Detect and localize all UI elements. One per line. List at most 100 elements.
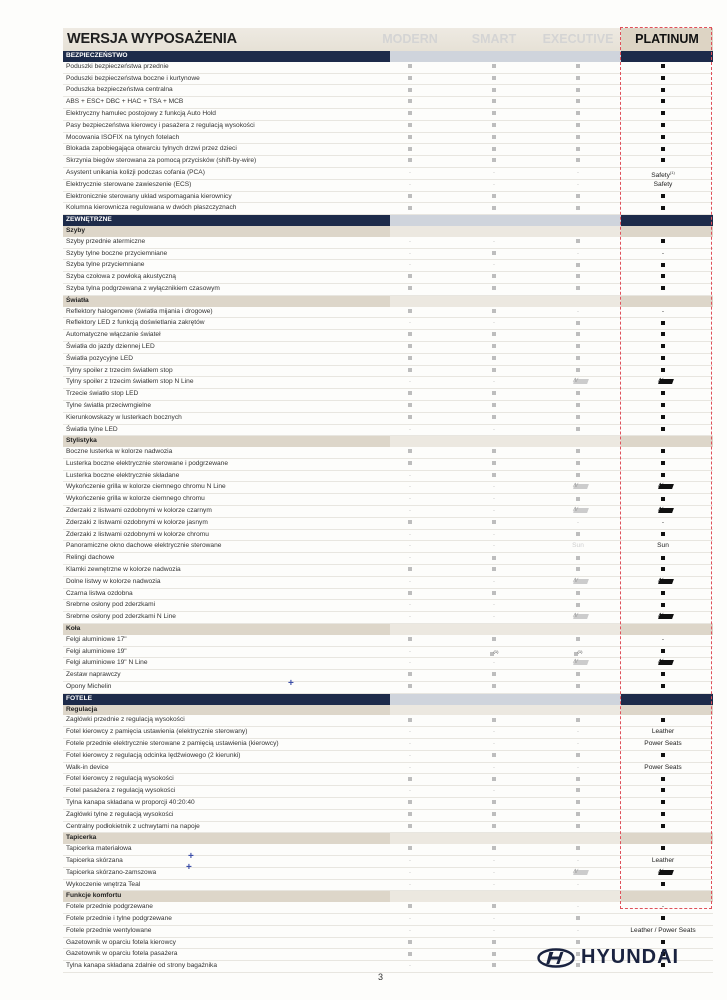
cell-platinum: - (621, 518, 705, 529)
cell-smart: - (452, 763, 536, 774)
included-square-icon (576, 64, 580, 69)
cell-smart: (1) (452, 647, 536, 658)
included-square-icon (576, 753, 580, 758)
footnote-marker: (1) (577, 648, 583, 654)
cell-platinum (621, 553, 705, 564)
handwritten-plus-mark: + (188, 851, 194, 862)
included-square-icon (408, 355, 412, 360)
cell-smart (452, 961, 536, 972)
cell-smart (452, 670, 536, 681)
included-square-icon (661, 846, 665, 851)
cell-smart (452, 844, 536, 855)
cell-smart (452, 156, 536, 167)
included-square-icon (661, 87, 665, 92)
included-square-icon (408, 800, 412, 805)
table-row: Fotele przednie wentylowane - - - Leather / … (63, 926, 713, 938)
cell-executive (536, 868, 620, 879)
cell-executive (536, 203, 620, 214)
included-square-icon (576, 531, 580, 536)
row-label: Szyby (66, 226, 86, 234)
cell-platinum (621, 822, 705, 833)
cell-modern (368, 330, 452, 341)
cell-smart (452, 284, 536, 295)
cell-executive (536, 471, 620, 482)
included-square-icon (661, 461, 665, 466)
cell-platinum (621, 670, 705, 681)
cell-executive (536, 133, 620, 144)
table-row: Skrzynia biegów sterowana za pomocą przy… (63, 156, 713, 168)
cell-executive (536, 260, 620, 271)
cell-executive (536, 494, 620, 505)
included-square-icon (492, 555, 496, 560)
handwritten-plus-mark: + (186, 862, 192, 873)
table-row: Boczne lusterka w kolorze nadwozia (63, 447, 713, 459)
row-label: Funkcje komfortu (66, 892, 122, 900)
included-square-icon (492, 520, 496, 525)
included-square-icon (661, 99, 665, 104)
included-square-icon (576, 367, 580, 372)
row-label: BEZPIECZEŃSTWO (66, 52, 128, 59)
not-available-dash: - (492, 601, 496, 609)
included-square-icon (492, 75, 496, 80)
included-square-icon (661, 158, 665, 163)
cell-executive: Sun (536, 541, 620, 552)
table-row: Dolne listwy w kolorze nadwozia - - (63, 577, 713, 589)
row-label: Relingi dachowe (66, 554, 115, 562)
not-available-dash: - (492, 378, 496, 386)
table-row: Elektronicznie sterowany układ wspomagan… (63, 192, 713, 204)
included-square-icon (408, 684, 412, 689)
cell-executive (536, 577, 620, 588)
row-label: Fotel kierowcy z regulacją odcinka lędźw… (66, 751, 241, 759)
row-label: Światła (66, 296, 89, 304)
row-label: Fotel pasażera z regulacją wysokości (66, 787, 176, 795)
cell-platinum (621, 318, 705, 329)
row-label: Światła tylne LED (66, 425, 118, 433)
cell-executive (536, 97, 620, 108)
cell-smart (452, 133, 536, 144)
not-available-dash: - (408, 787, 412, 795)
cell-smart: - (452, 914, 536, 925)
table-row: Fotel kierowcy z regulacją odcinka lędźw… (63, 751, 713, 763)
header-band (390, 833, 621, 845)
cell-modern: - (368, 658, 452, 669)
cell-executive (536, 237, 620, 248)
cell-modern: - (368, 868, 452, 879)
not-available-dash: - (408, 483, 412, 491)
cell-platinum: Leather / Power Seats (621, 926, 705, 937)
included-square-icon (661, 355, 665, 360)
cell-value: Leather / Power Seats (630, 926, 696, 934)
cell-smart: - (452, 530, 536, 541)
cell-modern: - (368, 856, 452, 867)
cell-platinum (621, 658, 705, 669)
header-band (621, 891, 713, 903)
cell-modern (368, 74, 452, 85)
not-available-dash: - (408, 577, 412, 585)
cell-smart (452, 902, 536, 913)
n-line-badge-icon (567, 379, 589, 385)
cell-smart (452, 413, 536, 424)
included-square-icon (661, 391, 665, 396)
cell-executive (536, 751, 620, 762)
n-line-badge-icon (652, 507, 674, 513)
cell-executive (536, 389, 620, 400)
cell-smart: - (452, 868, 536, 879)
cell-modern (368, 97, 452, 108)
cell-value: Sun (572, 542, 584, 550)
cell-modern: - (368, 506, 452, 517)
cell-smart: - (452, 856, 536, 867)
cell-modern: - (368, 926, 452, 937)
subsection-header: Tapicerka (63, 833, 713, 845)
header-band (390, 704, 621, 716)
row-label: Mocowania ISOFIX na tylnych fotelach (66, 133, 180, 141)
row-label: Tapicerka materiałowa (66, 845, 132, 853)
cell-modern (368, 774, 452, 785)
hyundai-emblem-icon (537, 947, 575, 968)
column-platinum: PLATINUM (621, 28, 713, 51)
included-square-icon (492, 672, 496, 677)
included-square-icon (661, 193, 665, 198)
not-available-dash: - (492, 168, 496, 176)
included-square-icon (576, 205, 580, 210)
included-square-icon (408, 146, 412, 151)
included-square-icon (408, 274, 412, 279)
table-row: Felgi aluminiowe 17" - (63, 635, 713, 647)
